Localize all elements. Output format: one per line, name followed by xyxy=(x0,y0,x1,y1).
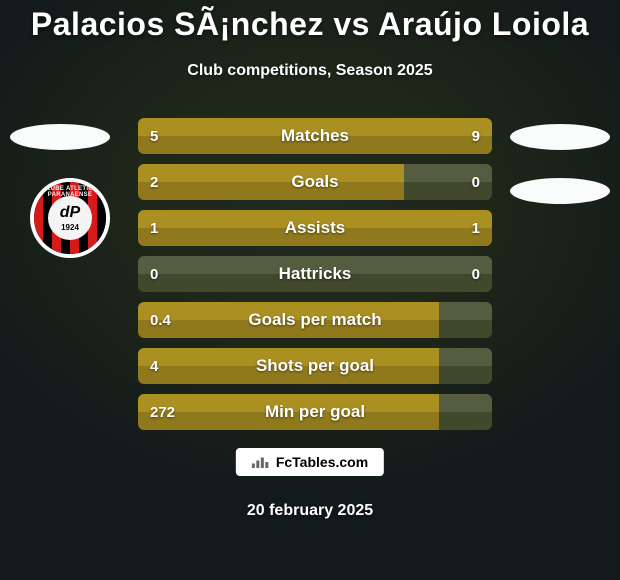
bar-value-left: 272 xyxy=(150,394,175,430)
bar-label: Min per goal xyxy=(138,394,492,430)
bar-value-left: 1 xyxy=(150,210,158,246)
page-title: Palacios SÃ¡nchez vs Araújo Loiola xyxy=(0,6,620,43)
bar-label: Goals xyxy=(138,164,492,200)
comparison-bars: Matches59Goals20Assists11Hattricks00Goal… xyxy=(138,118,492,440)
player-right-photo-placeholder xyxy=(510,124,610,150)
club-right-badge-placeholder xyxy=(510,178,610,204)
bar-value-left: 4 xyxy=(150,348,158,384)
bar-label: Goals per match xyxy=(138,302,492,338)
badge-cap: dP xyxy=(60,204,80,222)
bar-value-right: 9 xyxy=(472,118,480,154)
bar-row: Shots per goal4 xyxy=(138,348,492,384)
club-left-badge: CLUBE ATLETICO PARANAENSE dP 1924 xyxy=(30,178,110,258)
bar-row: Matches5 9 xyxy=(138,118,492,154)
bar-value-right: 1 xyxy=(472,210,480,246)
bar-value-left: 0.4 xyxy=(150,302,171,338)
player-left-photo-placeholder xyxy=(10,124,110,150)
barchart-icon xyxy=(252,455,270,469)
bar-row: Assists1 1 xyxy=(138,210,492,246)
bar-row: Goals per match0.4 xyxy=(138,302,492,338)
badge-center: dP 1924 xyxy=(48,196,92,240)
bar-row: Goals2 0 xyxy=(138,164,492,200)
bar-value-left: 5 xyxy=(150,118,158,154)
date: 20 february 2025 xyxy=(0,502,620,520)
bar-value-right: 0 xyxy=(472,256,480,292)
badge-year: 1924 xyxy=(61,223,79,232)
bar-label: Matches xyxy=(138,118,492,154)
brand-text: FcTables.com xyxy=(276,454,368,470)
bar-value-left: 2 xyxy=(150,164,158,200)
bar-label: Shots per goal xyxy=(138,348,492,384)
bar-row: Min per goal272 xyxy=(138,394,492,430)
bar-value-left: 0 xyxy=(150,256,158,292)
bar-row: Hattricks0 0 xyxy=(138,256,492,292)
bar-label: Assists xyxy=(138,210,492,246)
bar-value-right: 0 xyxy=(472,164,480,200)
bar-label: Hattricks xyxy=(138,256,492,292)
comparison-infographic: Palacios SÃ¡nchez vs Araújo Loiola Club … xyxy=(0,0,620,580)
page-subtitle: Club competitions, Season 2025 xyxy=(0,62,620,80)
brand-badge: FcTables.com xyxy=(236,448,384,476)
